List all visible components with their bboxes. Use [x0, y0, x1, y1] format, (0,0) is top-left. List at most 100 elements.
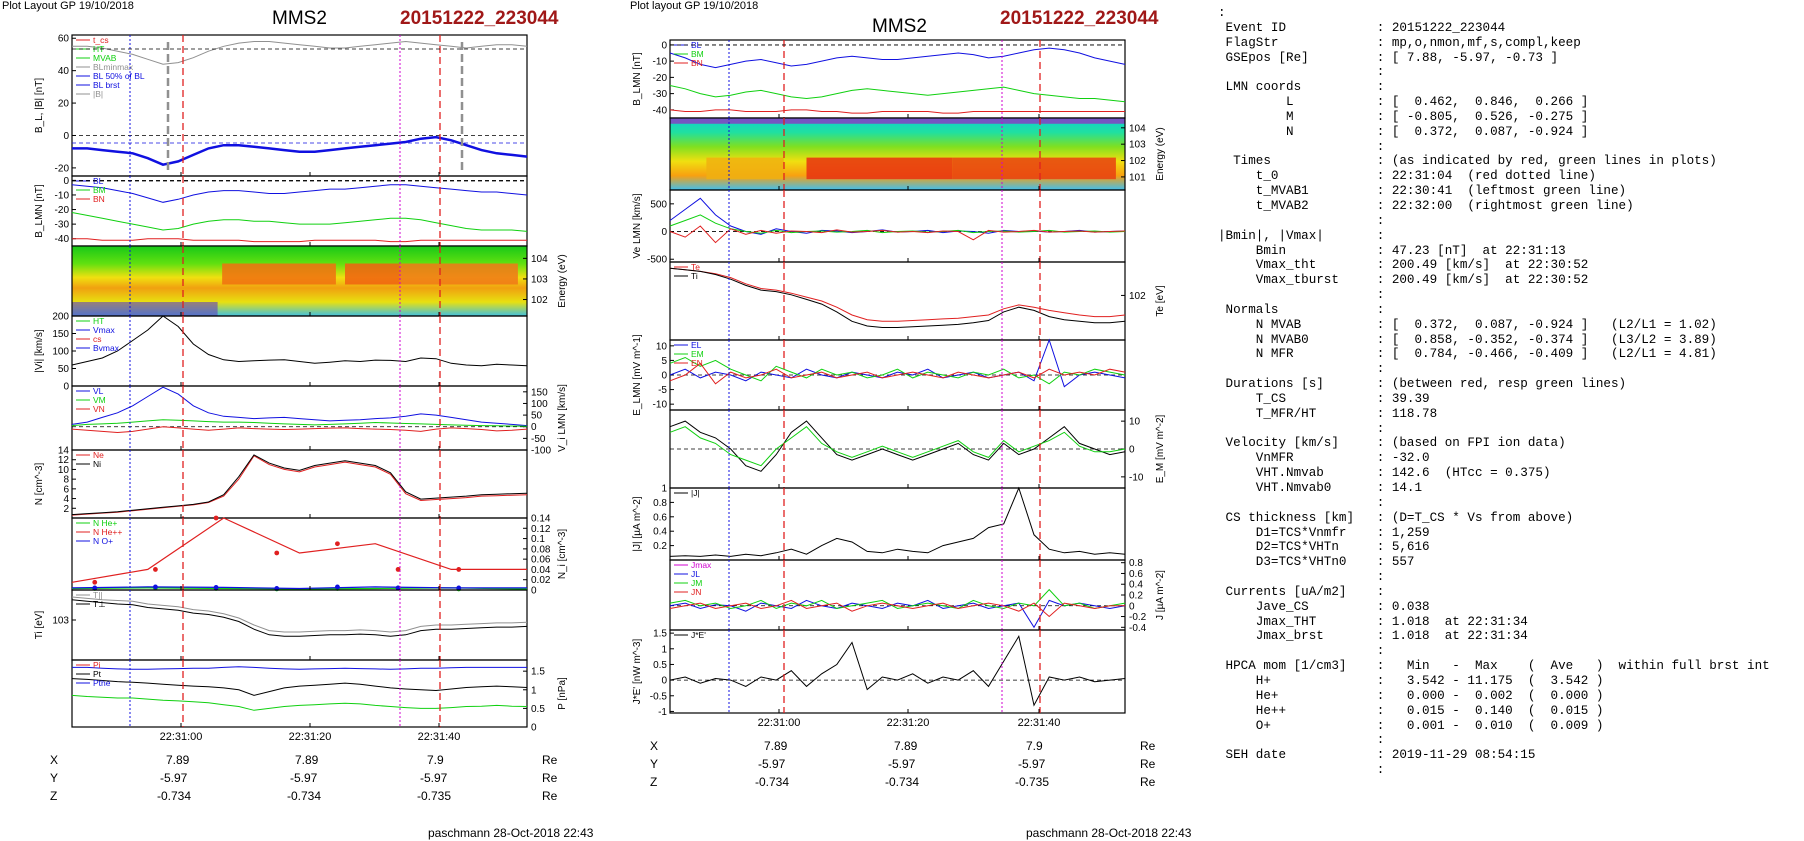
coord-unit: Re	[542, 789, 558, 803]
mid-layout-label: Plot layout GP 19/10/2018	[630, 0, 759, 12]
series-point	[335, 541, 340, 547]
panel-mid-ve: 500 0 -500 Ve LMN [km/s]	[632, 189, 1126, 266]
info-line: GSEpos [Re] : [ 7.88, -5.97, -0.73 ]	[1218, 50, 1559, 65]
info-line: Jmax_THT : 1.018 at 22:31:34	[1218, 614, 1528, 629]
y-tick-label: 50	[58, 364, 70, 375]
coord-label: Z	[50, 789, 58, 803]
coord-value: -0.735	[417, 789, 452, 803]
coord-value: -5.97	[420, 771, 448, 785]
y-tick-label: 0.12	[531, 524, 551, 535]
series-line-EN	[669, 362, 1126, 385]
series-point	[153, 584, 158, 590]
panel-left-bl: 60 40 20 0 -20 B_L, |B| [nT] t_csHTMVABBLminma…	[34, 34, 528, 177]
coord-unit: Re	[1140, 757, 1156, 771]
panel-left-energy: 104 103 102 Energy (eV)	[71, 245, 568, 317]
y-tick-label: 2	[63, 504, 69, 515]
mid-event-title: 20151222_223044	[1000, 8, 1159, 29]
spectrogram-band	[806, 157, 953, 180]
y-tick-label: 0.5	[653, 660, 667, 671]
coord-value: -5.97	[758, 757, 786, 771]
y-tick-label: 0	[63, 131, 69, 142]
info-line: LMN coords :	[1218, 80, 1385, 95]
coord-value: 7.89	[894, 739, 918, 753]
series-line-JM	[669, 588, 1126, 610]
info-line: |Bmin|, |Vmax| :	[1218, 228, 1385, 243]
info-line: t_0 : 22:31:04 (red dotted line)	[1218, 169, 1596, 184]
y-axis-label: P [nPa]	[557, 677, 568, 710]
series-line-Te	[669, 267, 1126, 322]
y-tick-label: 12	[58, 455, 70, 466]
coord-value: -5.97	[888, 757, 916, 771]
legend-label: VM	[93, 395, 106, 405]
legend-label: VL	[93, 386, 104, 396]
y-tick-label: 0.6	[653, 512, 667, 523]
y-tick-label: 102	[1129, 291, 1146, 302]
info-line: FlagStr : mp,o,nmon,mf,s,compl,keep	[1218, 35, 1581, 50]
series-point	[213, 585, 219, 590]
info-line: L : [ 0.462, 0.846, 0.266 ]	[1218, 95, 1589, 110]
left-bl-extras	[72, 42, 1125, 182]
series-line-VeM	[669, 214, 1126, 234]
y-axis-label: Ve LMN [km/s]	[632, 193, 643, 258]
y-tick-label: 1.5	[531, 667, 545, 678]
legend-label: EM	[691, 349, 704, 359]
info-line: Bmin : 47.23 [nT] at 22:31:13	[1218, 243, 1566, 258]
legend-label: N He++	[93, 527, 122, 537]
series-line-N-He--	[71, 517, 527, 583]
info-line: O+ : 0.001 - 0.010 ( 0.009 )	[1218, 718, 1604, 733]
info-line: Event ID : 20151222_223044	[1218, 20, 1506, 35]
legend-label: T||	[93, 590, 103, 600]
y-axis-label: B_LMN [nT]	[632, 52, 643, 106]
y-tick-label: 20	[58, 99, 70, 110]
left-event-title: 20151222_223044	[400, 8, 559, 29]
y-tick-label: 103	[52, 616, 69, 627]
legend-label: Jmax	[691, 560, 712, 570]
info-line: Durations [s] : (between red, resp green…	[1218, 377, 1627, 392]
y-tick-label: 100	[52, 347, 69, 358]
legend-label: N O+	[93, 536, 113, 546]
panel-mid-jlmn: 0.80.60.40.20-0.2-0.4 J [µA m^-2] JmaxJLJM…	[669, 558, 1166, 634]
series-point	[153, 567, 158, 572]
y-tick-label: 50	[531, 411, 543, 422]
y-tick-label: 40	[58, 66, 70, 77]
y-tick-label: 1	[661, 644, 667, 655]
legend-label: EL	[691, 340, 702, 350]
info-line: Jave_CS : 0.038	[1218, 599, 1430, 614]
mid-spacecraft-title: MMS2	[872, 16, 927, 37]
y-axis-label: B_LMN [nT]	[34, 184, 45, 238]
panel-frame	[71, 175, 528, 247]
y-tick-label: 0	[63, 176, 69, 187]
legend-label: T⊥	[93, 599, 106, 609]
y-axis-label: |Vi| [km/s]	[34, 329, 45, 373]
x-tick-label: 22:31:00	[758, 717, 801, 729]
legend-label: Ti	[691, 271, 698, 281]
left-coord-row-y: Y -5.97 -5.97 -5.97 Re	[0, 771, 600, 787]
y-tick-label: 103	[1129, 140, 1146, 151]
y-tick-label: 5	[661, 356, 667, 367]
panel-frame	[669, 629, 1126, 714]
y-tick-label: 0.4	[1129, 580, 1143, 591]
y-axis-label: N [cm^-3]	[34, 463, 45, 506]
y-tick-label: 0.6	[1129, 569, 1143, 580]
y-tick-label: 0.06	[531, 555, 551, 566]
coord-unit: Re	[1140, 739, 1156, 753]
coord-value: 7.89	[764, 739, 788, 753]
y-tick-label: 100	[531, 399, 548, 410]
coord-unit: Re	[542, 771, 558, 785]
y-tick-label: 4	[63, 494, 69, 505]
info-line: :	[1218, 288, 1385, 303]
coord-label: Y	[50, 771, 59, 785]
legend-label: BM	[691, 49, 704, 59]
series-line-Ti	[669, 267, 1126, 328]
left-coord-row-z: Z -0.734 -0.734 -0.735 Re	[0, 789, 600, 805]
coord-value: -0.735	[1015, 775, 1050, 789]
info-line: :	[1218, 733, 1385, 748]
legend-label: Pthe	[93, 678, 111, 688]
spectrogram-band	[345, 263, 400, 285]
